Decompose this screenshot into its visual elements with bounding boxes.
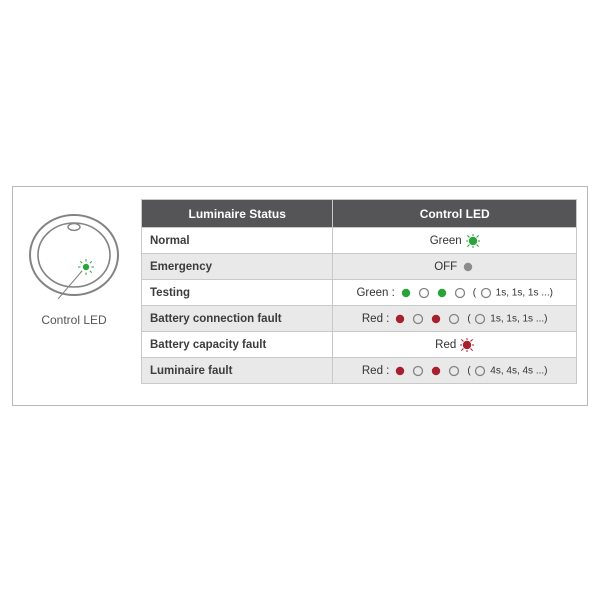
led-status-table: Luminaire Status Control LED NormalGreen…: [141, 199, 577, 384]
led-label: Red: [435, 339, 456, 351]
table-row: Luminaire faultRed : ( 4s, 4s, 4s ...): [142, 358, 577, 384]
status-cell: Testing: [142, 280, 333, 306]
led-cell: OFF: [333, 254, 577, 280]
luminaire-diagram: Control LED: [19, 207, 129, 327]
led-cell: Red: [333, 332, 577, 358]
led-label: Green :: [356, 287, 394, 299]
led-cell: Green : ( 1s, 1s, 1s ...): [333, 280, 577, 306]
status-cell: Battery capacity fault: [142, 332, 333, 358]
luminaire-svg: [24, 207, 124, 307]
table-row: Normal Green: [142, 228, 577, 254]
led-label: Red :: [362, 365, 390, 377]
col-header-led: Control LED: [333, 200, 577, 228]
figure-frame: Control LED Luminaire Status Control LED…: [12, 186, 588, 406]
status-cell: Normal: [142, 228, 333, 254]
led-cell: Green: [333, 228, 577, 254]
led-label: OFF: [434, 261, 457, 273]
status-cell: Luminaire fault: [142, 358, 333, 384]
status-cell: Emergency: [142, 254, 333, 280]
table-row: Battery connection faultRed : ( 1s, 1s, …: [142, 306, 577, 332]
led-label: Red :: [362, 313, 390, 325]
luminaire-caption: Control LED: [19, 313, 129, 327]
status-cell: Battery connection fault: [142, 306, 333, 332]
led-cell: Red : ( 4s, 4s, 4s ...): [333, 358, 577, 384]
table-body: NormalGreenEmergencyOFFTestingGreen : ( …: [142, 228, 577, 384]
led-timing: ( 1s, 1s, 1s ...): [473, 286, 553, 300]
table-header-row: Luminaire Status Control LED: [142, 200, 577, 228]
table-row: Emergency OFF: [142, 254, 577, 280]
led-cell: Red : ( 1s, 1s, 1s ...): [333, 306, 577, 332]
led-label: Green: [430, 235, 462, 247]
col-header-status: Luminaire Status: [142, 200, 333, 228]
led-timing: ( 1s, 1s, 1s ...): [467, 312, 547, 326]
table-row: Battery capacity fault Red: [142, 332, 577, 358]
table-row: TestingGreen : ( 1s, 1s, 1s ...): [142, 280, 577, 306]
led-timing: ( 4s, 4s, 4s ...): [467, 364, 547, 378]
